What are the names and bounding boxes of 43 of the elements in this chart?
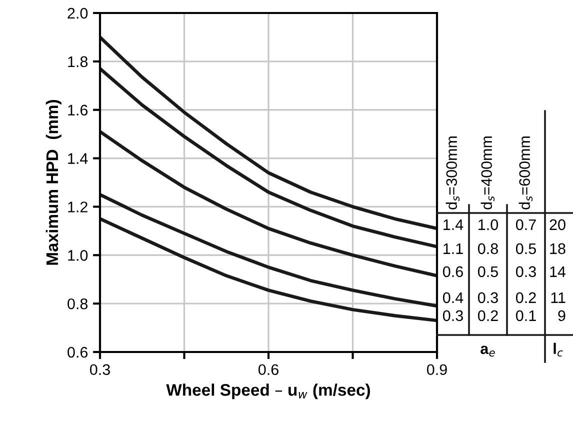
text: 0.8 xyxy=(478,243,498,254)
x-axis-title: Wheel Speed – u$_{w}$ (m/sec) xyxy=(166,384,370,400)
text: 14 xyxy=(550,266,566,277)
text: 0.2 xyxy=(478,310,498,322)
y-tick-label: 0.6 xyxy=(68,346,88,358)
x-tick-label: 0.6 xyxy=(258,364,278,376)
text: 0.3 xyxy=(478,292,498,304)
text: d$_{s}$=300mm xyxy=(446,136,460,210)
y-tick-label: 1.0 xyxy=(68,250,88,261)
text: l$_{c}$ xyxy=(554,342,563,357)
text: 0.5 xyxy=(516,243,536,254)
y-tick-label: 1.8 xyxy=(68,56,88,68)
text: a$_{e}$ xyxy=(480,346,495,357)
text: 20 xyxy=(550,219,566,230)
text: 0.3 xyxy=(516,266,536,278)
text: 0.7 xyxy=(516,219,536,230)
line-series xyxy=(100,217,437,322)
line-series xyxy=(100,130,437,278)
text: 1.0 xyxy=(478,219,498,230)
text: 0.1 xyxy=(516,310,536,322)
x-tick-label: 0.3 xyxy=(90,364,110,376)
y-tick-label: 0.8 xyxy=(68,298,88,310)
text: 18 xyxy=(550,243,566,254)
text: 0.4 xyxy=(442,292,464,304)
line-series xyxy=(100,36,437,230)
y-axis-title: Maximum HPD (mm) xyxy=(46,100,62,265)
y-tick-label: 1.4 xyxy=(68,153,88,164)
text: 1.4 xyxy=(444,219,464,230)
text: d$_{s}$=400mm xyxy=(480,136,495,210)
y-tick-label: 2.0 xyxy=(68,8,88,19)
text: 11 xyxy=(551,292,566,303)
x-tick-label: 0.9 xyxy=(426,364,447,376)
line-series xyxy=(100,67,437,248)
text: 0.6 xyxy=(442,266,463,278)
line-series xyxy=(100,192,437,308)
text: 1.1 xyxy=(444,243,463,254)
y-tick-label: 1.6 xyxy=(68,104,88,116)
text: d$_{s}$=600mm xyxy=(518,136,533,210)
text: 9 xyxy=(558,310,566,322)
text: 0.2 xyxy=(516,292,536,304)
text: 0.3 xyxy=(442,310,463,322)
text: 0.5 xyxy=(478,266,498,278)
y-tick-label: 1.2 xyxy=(68,202,88,212)
